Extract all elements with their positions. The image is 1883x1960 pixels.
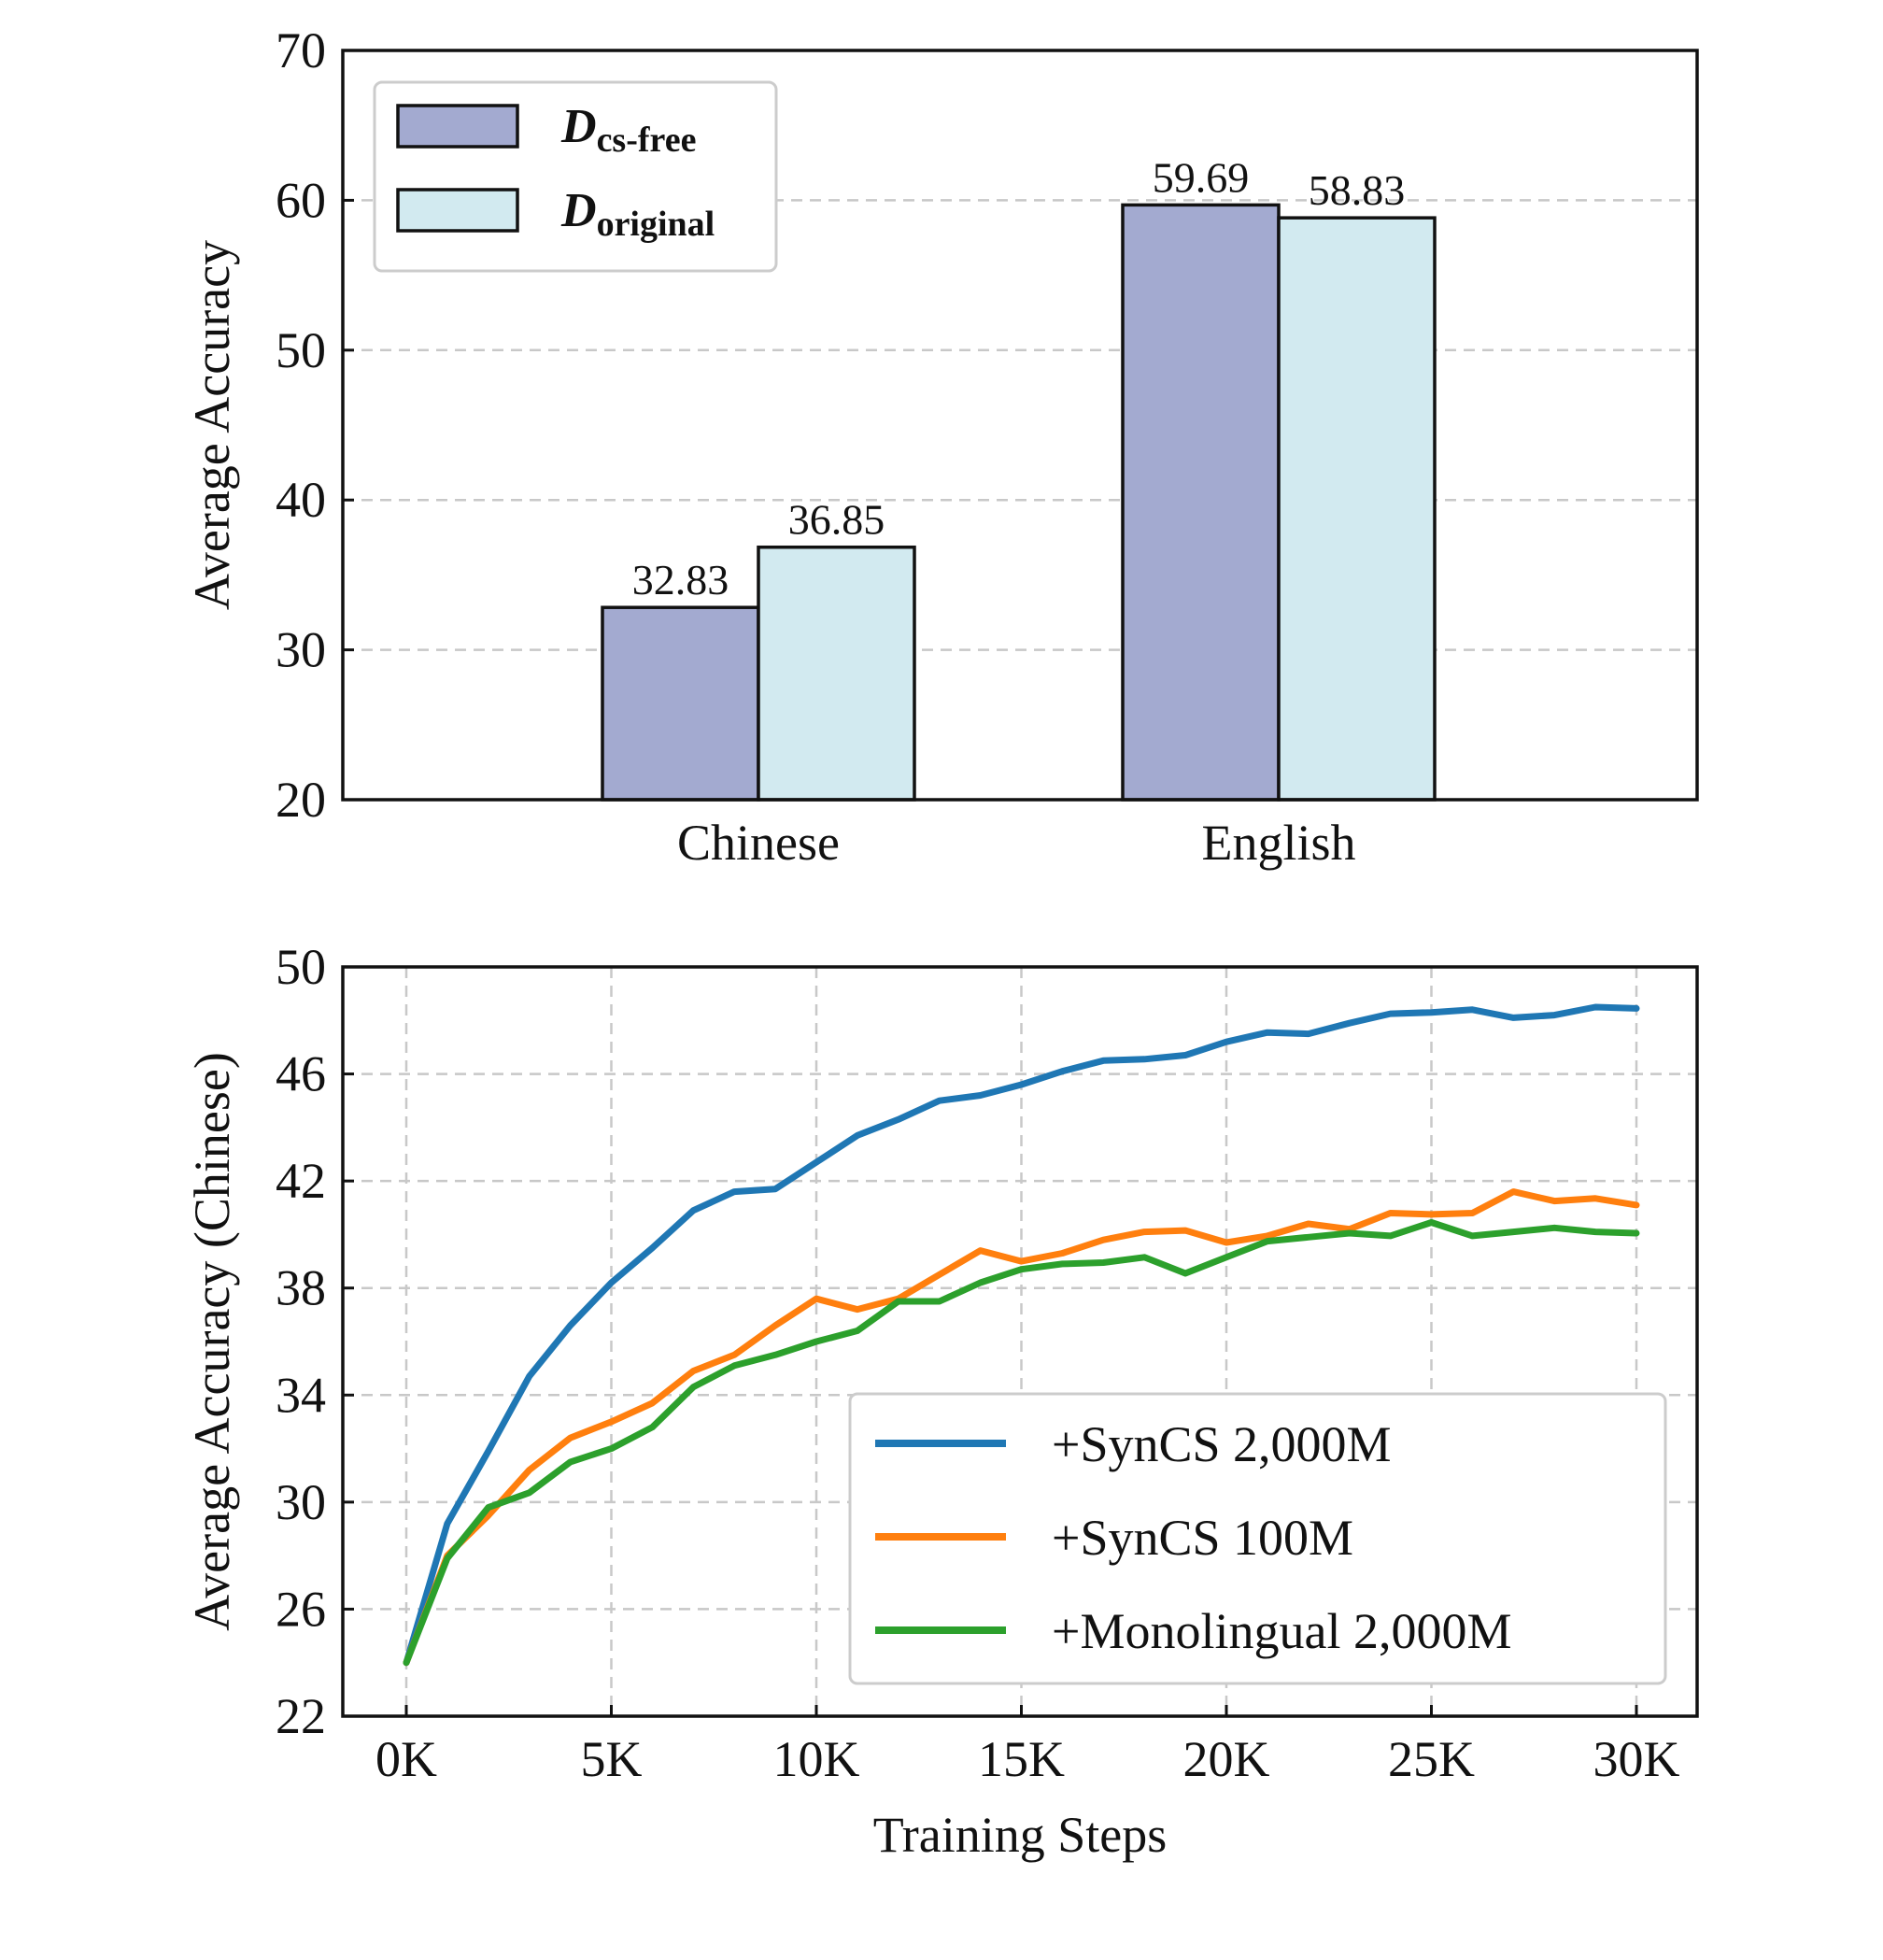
- legend-label-syncs-100m: +SynCS 100M: [1052, 1510, 1353, 1566]
- line-chart-training-steps: 22 26 30 34 38 42 46 50 0K 5K 10K 15K 20K 25K 30K Aver…: [184, 939, 1699, 1863]
- line-chart-x-axis-title: Training Steps: [873, 1807, 1168, 1863]
- legend-label-original: Doriginal: [560, 184, 715, 244]
- y-tick-label-26: 26: [276, 1581, 326, 1637]
- y-tick-label-50: 50: [276, 939, 326, 995]
- bar-chart-bars: [601, 203, 1437, 802]
- y-tick-label-34: 34: [276, 1367, 326, 1423]
- y-tick-label-70: 70: [276, 22, 326, 78]
- y-tick-label-42: 42: [276, 1153, 326, 1209]
- x-tick-label-0: 0K: [375, 1731, 437, 1787]
- data-label-english-cs-free: 59.69: [1153, 153, 1250, 201]
- y-tick-label-50: 50: [276, 322, 326, 378]
- data-label-chinese-original: 36.85: [788, 496, 885, 544]
- x-tick-label-10: 10K: [773, 1731, 860, 1787]
- legend-label-cs-free: Dcs-free: [560, 100, 696, 160]
- bar-english-cs-free: [1121, 203, 1281, 802]
- bar-chinese-cs-free: [601, 605, 760, 802]
- bar-chart-data-labels: 32.83 36.85 59.69 58.83: [632, 153, 1406, 604]
- data-label-english-original: 58.83: [1309, 166, 1406, 214]
- y-tick-label-46: 46: [276, 1046, 326, 1102]
- x-tick-label-chinese: Chinese: [677, 815, 840, 871]
- bar-chart-y-axis-title: Average Accuracy: [184, 240, 240, 610]
- y-tick-label-60: 60: [276, 172, 326, 228]
- y-tick-label-22: 22: [276, 1688, 326, 1744]
- bar-english-original: [1277, 216, 1437, 802]
- series-line-monolingual-2-000m: [403, 1219, 1640, 1667]
- line-chart-series: [403, 1003, 1640, 1667]
- series-line-syncs-100m: [403, 1188, 1640, 1667]
- x-tick-label-25: 25K: [1388, 1731, 1475, 1787]
- legend-label-monolingual-2-000m: +Monolingual 2,000M: [1052, 1603, 1511, 1659]
- legend-label-syncs-2-000m: +SynCS 2,000M: [1052, 1416, 1392, 1472]
- series-line-syncs-2-000m: [403, 1003, 1640, 1667]
- y-tick-label-30: 30: [276, 1474, 326, 1530]
- bar-chinese-original: [757, 545, 916, 802]
- x-tick-label-20: 20K: [1183, 1731, 1270, 1787]
- line-chart-legend: +SynCS 2,000M +SynCS 100M +Monolingual 2,0…: [848, 1392, 1667, 1685]
- bar-chart-accuracy-by-language: 32.83 36.85 59.69 58.83 20 30 40 50 60 70 Chinese…: [184, 22, 1699, 871]
- legend-swatch-original: [396, 188, 519, 233]
- y-tick-label-38: 38: [276, 1260, 326, 1316]
- bar-chart-axis-ticks: 20 30 40 50 60 70 Chinese English: [276, 22, 1356, 871]
- legend-swatch-cs-free: [396, 104, 519, 149]
- legend-box: [848, 1392, 1667, 1685]
- bar-chart-plot-frame: [341, 49, 1699, 802]
- x-tick-label-15: 15K: [978, 1731, 1065, 1787]
- x-tick-label-30: 30K: [1593, 1731, 1680, 1787]
- y-tick-label-40: 40: [276, 472, 326, 528]
- bar-chart-legend: Dcs-free Doriginal: [373, 80, 778, 273]
- data-label-chinese-cs-free: 32.83: [632, 556, 729, 604]
- line-chart-axis-ticks: 22 26 30 34 38 42 46 50 0K 5K 10K 15K 20K 25K 30K: [276, 939, 1680, 1787]
- y-tick-label-20: 20: [276, 772, 326, 828]
- x-tick-label-5: 5K: [581, 1731, 643, 1787]
- y-tick-label-30: 30: [276, 622, 326, 678]
- line-chart-y-axis-title: Average Accuracy (Chinese): [184, 1052, 240, 1631]
- x-tick-label-english: English: [1201, 815, 1355, 871]
